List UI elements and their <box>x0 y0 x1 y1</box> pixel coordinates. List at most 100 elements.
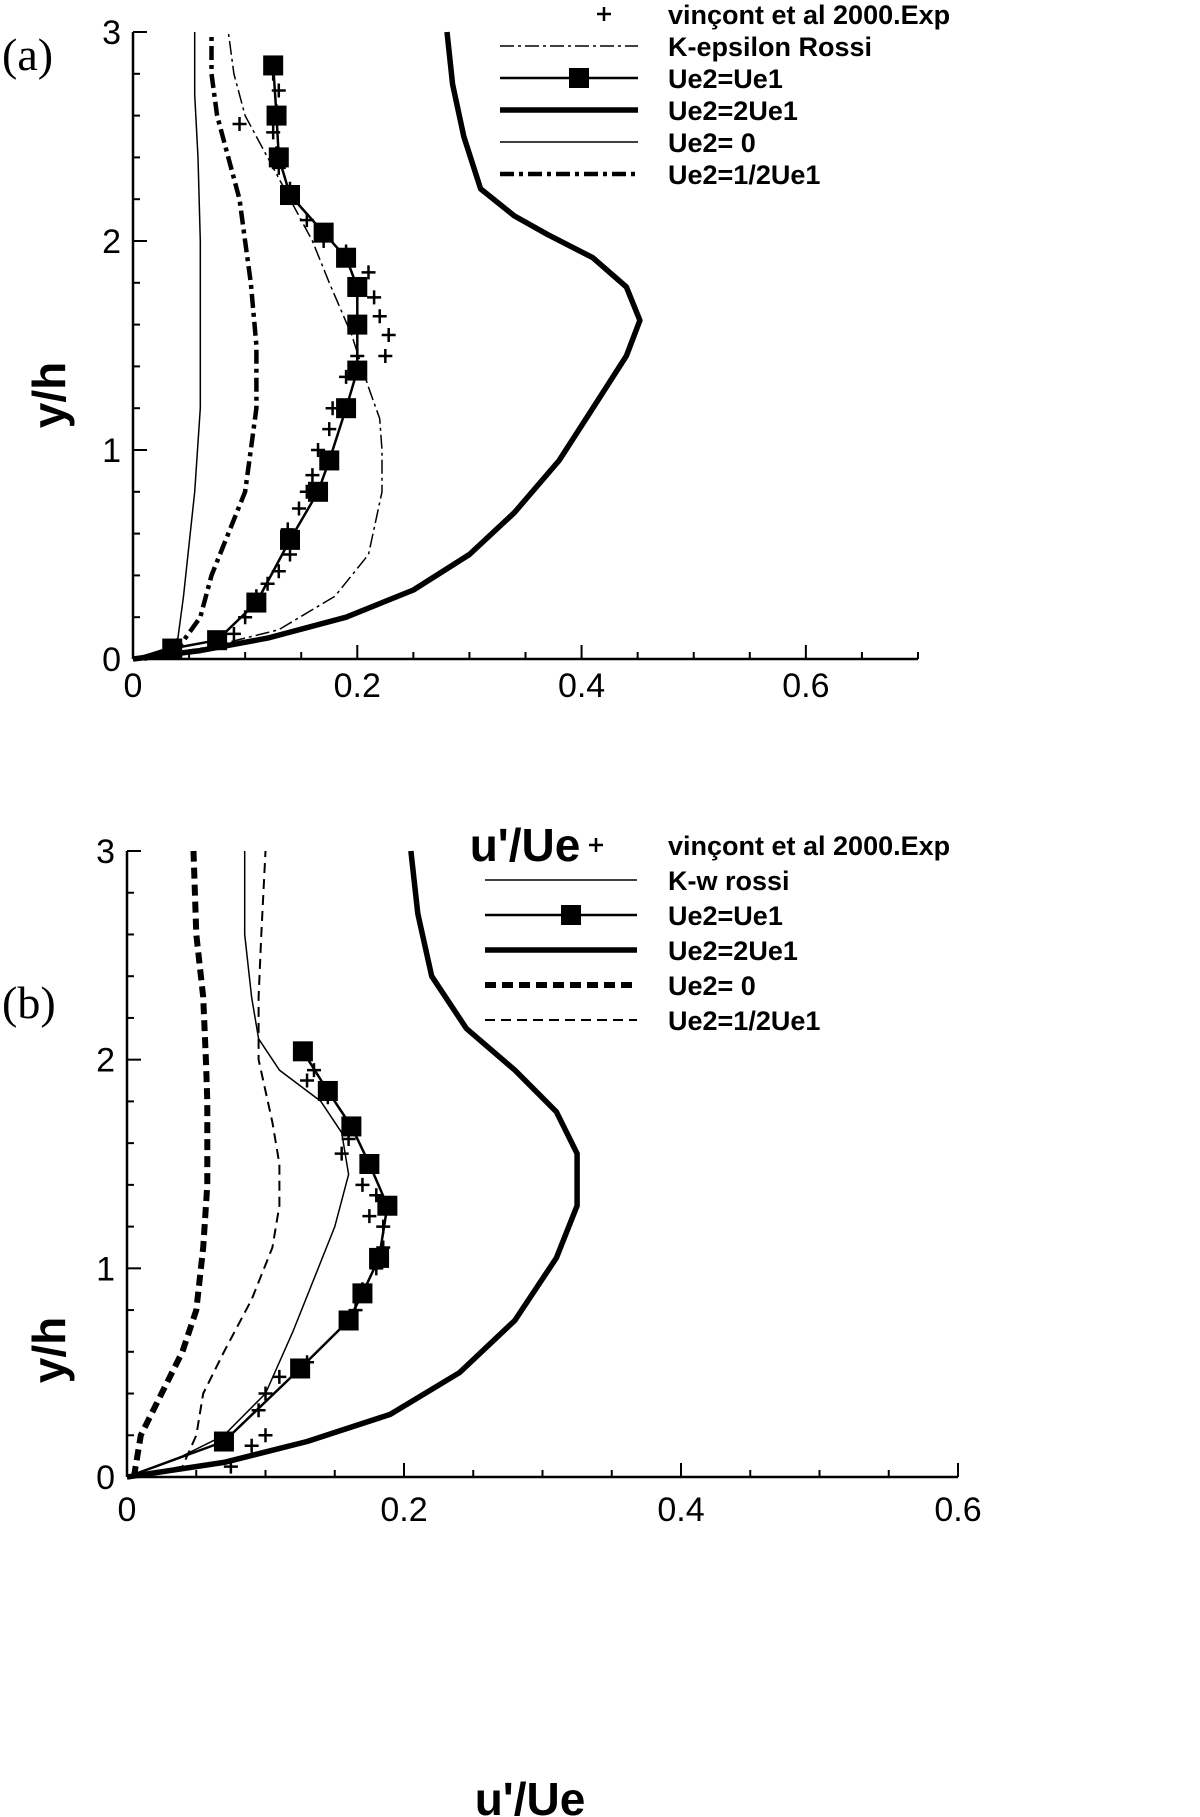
x-axis-title-b: u'/Ue <box>475 1773 586 1817</box>
legend-symbol <box>597 7 611 21</box>
y-tick-label-b: 0 <box>96 1459 115 1497</box>
data-point-square-b <box>292 1041 313 1062</box>
legend-marker <box>561 905 581 925</box>
legend-item-a-1: K-epsilon Rossi <box>500 32 872 62</box>
legend-label: Ue2= 0 <box>668 128 756 158</box>
y-tick-label-b: 3 <box>96 833 115 871</box>
data-point-square-a <box>246 592 267 613</box>
y-tick-label-a: 3 <box>102 14 121 52</box>
series-line-b-3 <box>126 850 580 1480</box>
legend-item-b-0: vinçont et al 2000.Exp <box>589 831 950 861</box>
legend-label: Ue2=1/2Ue1 <box>668 1006 820 1036</box>
plot-area-b: 0 0.2 0.4 0.6 0 1 2 3 vinçont et al 2000.Exp K-w … <box>96 831 982 1529</box>
y-tick-label-b: 1 <box>96 1250 115 1288</box>
data-point-square-a <box>347 314 368 335</box>
data-point-square-a <box>268 147 289 168</box>
series-line-a-5 <box>143 32 259 662</box>
chart-panel-a: (a) 0 0.2 0.4 0.6 0 1 2 3 vinçont et al 2000.Exp… <box>2 0 950 871</box>
x-tick-label-b: 0.6 <box>934 1491 981 1529</box>
legend-label: K-w rossi <box>668 866 790 896</box>
legend-item-a-4: Ue2= 0 <box>500 128 756 158</box>
series-line-b-1 <box>126 851 350 1478</box>
data-point-plus-a <box>291 501 306 516</box>
plot-area-a: 0 0.2 0.4 0.6 0 1 2 3 vinçont et al 2000.ExpK-ep… <box>102 0 950 705</box>
data-point-plus-b <box>362 1209 377 1224</box>
data-point-plus-a <box>372 309 387 324</box>
legend-label: K-epsilon Rossi <box>668 32 872 62</box>
data-point-square-a <box>336 398 357 419</box>
data-point-plus-b <box>258 1428 273 1443</box>
series-b-0 <box>223 1063 391 1474</box>
data-point-square-a <box>308 481 329 502</box>
legend-label: vinçont et al 2000.Exp <box>668 831 950 861</box>
data-point-square-b <box>352 1283 373 1304</box>
data-point-square-a <box>347 276 368 297</box>
data-point-plus-b <box>355 1177 370 1192</box>
data-point-plus-b <box>251 1403 266 1418</box>
series-line-a-3 <box>132 31 643 662</box>
legend-item-b-4: Ue2= 0 <box>485 971 756 1001</box>
legend-label: Ue2=1/2Ue1 <box>668 160 820 190</box>
series-line-b-4 <box>130 850 211 1478</box>
series-a-3 <box>132 31 643 662</box>
x-tick-label-b: 0.4 <box>657 1491 704 1529</box>
series-b-5 <box>126 850 281 1478</box>
data-point-square-a <box>266 105 287 126</box>
data-point-plus-a <box>305 468 320 483</box>
y-tick-label-b: 2 <box>96 1042 115 1080</box>
chart-panel-b: (b) 0 0.2 0.4 0.6 0 1 2 3 vinçont et al 2000.Exp… <box>2 831 982 1817</box>
legend-item-a-2: Ue2=Ue1 <box>500 64 783 94</box>
legend-item-b-1: K-w rossi <box>485 866 790 896</box>
x-axis-title-a: u'/Ue <box>470 819 581 871</box>
legend-item-a-5: Ue2=1/2Ue1 <box>500 160 820 190</box>
legend-item-a-3: Ue2=2Ue1 <box>500 96 798 126</box>
data-point-plus-a <box>367 290 382 305</box>
panel-label-a: (a) <box>2 29 53 80</box>
data-point-plus-b <box>300 1073 315 1088</box>
x-tick-label-a: 0 <box>124 667 143 705</box>
series-a-4 <box>132 32 202 660</box>
series-line-a-4 <box>132 32 202 660</box>
x-tick-label-b: 0 <box>118 1491 137 1529</box>
data-point-square-b <box>213 1431 234 1452</box>
legend-symbol <box>589 838 603 852</box>
legend-item-b-2: Ue2=Ue1 <box>485 901 783 931</box>
y-tick-label-a: 2 <box>102 223 121 261</box>
y-axis-title-a: y/h <box>23 362 75 428</box>
series-a-2 <box>132 55 368 661</box>
data-point-plus-a <box>322 422 337 437</box>
y-tick-label-a: 1 <box>102 432 121 470</box>
data-point-square-a <box>280 185 300 206</box>
x-tick-label-a: 0.6 <box>782 667 829 705</box>
series-line-a-2 <box>132 65 359 661</box>
legend-label: Ue2=2Ue1 <box>668 936 798 966</box>
data-point-plus-b <box>369 1188 384 1203</box>
series-b-3 <box>126 850 580 1480</box>
data-point-square-b <box>341 1116 362 1137</box>
y-tick-label-a: 0 <box>102 641 121 679</box>
x-tick-label-a: 0.2 <box>334 667 381 705</box>
series-a-5 <box>143 32 259 662</box>
x-tick-label-b: 0.2 <box>380 1491 427 1529</box>
data-point-plus-a <box>381 328 396 343</box>
series-line-b-2 <box>126 1050 389 1479</box>
data-point-square-a <box>336 247 357 268</box>
data-point-square-b <box>338 1310 359 1331</box>
series-line-b-5 <box>126 850 281 1478</box>
data-point-square-b <box>369 1247 390 1268</box>
data-point-square-a <box>280 529 300 550</box>
series-b-4 <box>130 850 211 1478</box>
series-a-1 <box>132 31 383 660</box>
legend-label: Ue2=Ue1 <box>668 64 783 94</box>
panel-label-b: (b) <box>2 977 56 1028</box>
data-point-square-b <box>317 1080 338 1101</box>
data-point-plus-a <box>232 116 247 131</box>
legend-item-a-0: vinçont et al 2000.Exp <box>597 0 950 30</box>
legend-item-b-5: Ue2=1/2Ue1 <box>485 1006 820 1036</box>
legend-label: vinçont et al 2000.Exp <box>668 0 950 30</box>
data-point-square-b <box>377 1195 398 1216</box>
legend-marker <box>569 68 589 88</box>
data-point-plus-b <box>244 1438 259 1453</box>
data-point-plus-b <box>334 1146 349 1161</box>
